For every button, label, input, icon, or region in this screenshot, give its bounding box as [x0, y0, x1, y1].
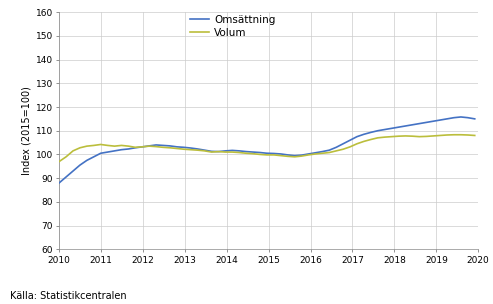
Volum	[417, 135, 423, 139]
Omsättning	[153, 143, 159, 147]
Volum	[278, 154, 284, 157]
Volum	[56, 160, 62, 163]
Text: Källa: Statistikcentralen: Källa: Statistikcentralen	[10, 291, 127, 301]
Y-axis label: Index (2015=100): Index (2015=100)	[22, 86, 32, 175]
Legend: Omsättning, Volum: Omsättning, Volum	[190, 15, 276, 38]
Volum	[202, 149, 208, 153]
Volum	[472, 134, 478, 137]
Volum	[306, 153, 312, 157]
Omsättning	[472, 117, 478, 121]
Omsättning	[56, 181, 62, 185]
Omsättning	[458, 115, 464, 119]
Omsättning	[140, 145, 145, 149]
Volum	[140, 145, 145, 149]
Omsättning	[278, 152, 284, 156]
Line: Omsättning: Omsättning	[59, 117, 475, 183]
Volum	[153, 145, 159, 148]
Omsättning	[417, 122, 423, 126]
Omsättning	[202, 148, 208, 152]
Volum	[451, 133, 457, 136]
Line: Volum: Volum	[59, 135, 475, 161]
Omsättning	[306, 152, 312, 156]
